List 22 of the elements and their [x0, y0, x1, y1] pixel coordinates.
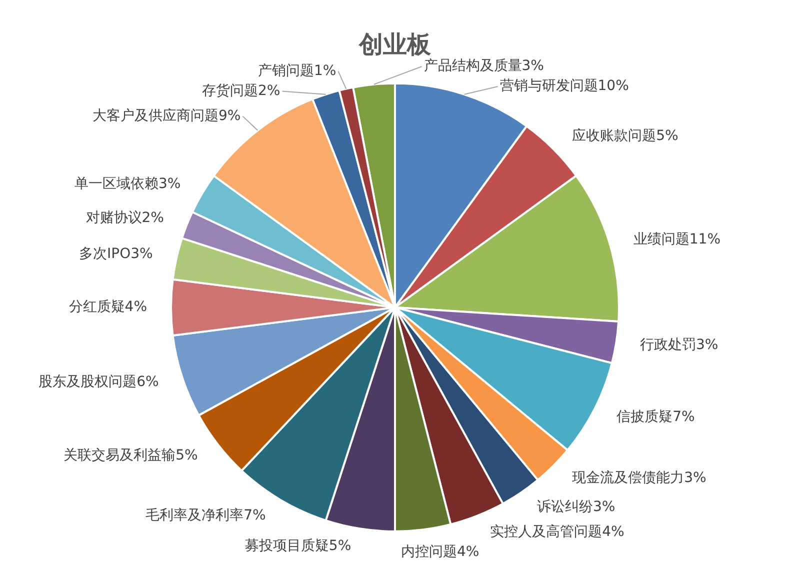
slice-label: 毛利率及净利率7%: [146, 507, 266, 524]
slice-label: 实控人及高管问题4%: [490, 524, 624, 540]
slice-label: 行政处罚3%: [640, 336, 718, 353]
slice-label: 分红质疑4%: [68, 299, 147, 316]
slice-label: 关联交易及利益输5%: [64, 447, 198, 464]
slice-label: 营销与研发问题10%: [500, 78, 629, 94]
slice-label: 股东及股权问题6%: [38, 374, 159, 390]
slice-label: 大客户及供应商问题9%: [92, 108, 241, 124]
slice-label: 内控问题4%: [401, 544, 480, 560]
slice-label: 单一区域依赖3%: [74, 176, 181, 192]
slice-label: 业绩问题11%: [633, 232, 721, 248]
slice-label: 产品结构及质量3%: [424, 58, 544, 74]
slice-label: 产销问题1%: [258, 62, 336, 79]
slice-label: 信披质疑7%: [616, 408, 695, 425]
slice-label: 应收账款问题5%: [572, 128, 678, 144]
slice-label: 存货问题2%: [202, 82, 280, 99]
slice-label: 对赌协议2%: [86, 210, 164, 226]
slice-label: 多次IPO3%: [79, 246, 153, 262]
slice-label: 募投项目质疑5%: [244, 538, 352, 554]
chart-title: 创业板: [358, 30, 432, 59]
slice-label: 诉讼纠纷3%: [537, 499, 616, 516]
slice-label: 现金流及偿债能力3%: [572, 470, 706, 486]
